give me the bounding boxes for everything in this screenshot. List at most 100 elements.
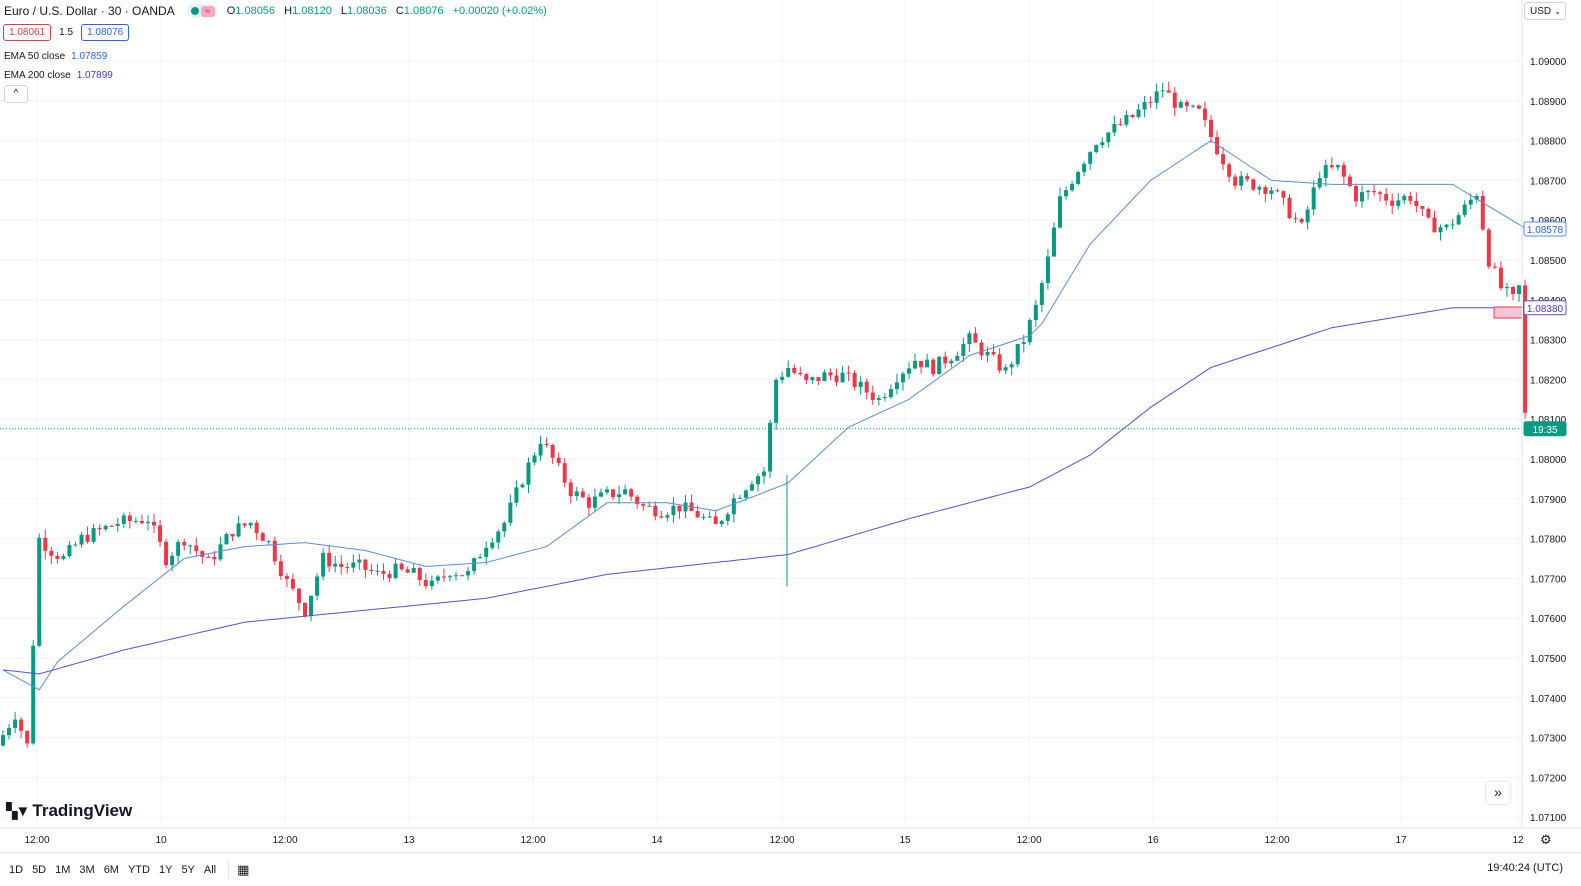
buy-button[interactable]: 1.08076 <box>81 24 130 41</box>
candle <box>1227 162 1232 183</box>
range-5d[interactable]: 5D <box>32 863 47 876</box>
candle-body <box>1058 196 1062 228</box>
candle-body <box>508 502 513 523</box>
symbol-title[interactable]: Euro / U.S. Dollar · 30 · OANDA <box>4 4 175 18</box>
candle <box>1051 222 1056 257</box>
x-tick-label: 14 <box>651 835 663 846</box>
candle <box>212 550 217 566</box>
range-3m[interactable]: 3M <box>79 863 95 876</box>
candle-body <box>786 368 791 377</box>
x-tick-label: 12 <box>1512 835 1524 846</box>
candle <box>248 522 253 529</box>
candle <box>1033 300 1038 328</box>
candle <box>1504 282 1509 297</box>
candle <box>792 364 797 375</box>
axis-settings-gear-icon[interactable]: ⚙ <box>1540 832 1552 847</box>
clock-utc[interactable]: 19:40:24 (UTC) <box>1487 862 1563 874</box>
candle-body <box>43 537 48 551</box>
candle-body <box>1142 102 1147 110</box>
candle <box>919 360 924 374</box>
candle <box>780 371 785 384</box>
candle <box>653 501 658 521</box>
indicator-ema200[interactable]: EMA 200 close 1.07899 <box>4 70 113 81</box>
candle <box>1039 280 1044 313</box>
candle <box>689 494 694 512</box>
candle <box>194 537 199 557</box>
candle <box>1142 95 1147 118</box>
range-all[interactable]: All <box>203 863 217 876</box>
candle-body <box>278 561 283 576</box>
candle-body <box>1299 219 1304 223</box>
candle-body <box>1517 285 1522 295</box>
range-6m[interactable]: 6M <box>103 863 119 876</box>
range-ytd[interactable]: YTD <box>127 863 150 876</box>
candle <box>798 366 803 376</box>
candle-body <box>719 520 724 525</box>
candle <box>1456 212 1461 225</box>
candle-body <box>1130 114 1135 117</box>
range-1m[interactable]: 1M <box>55 863 71 876</box>
y-tick-label: 1.07100 <box>1530 813 1567 824</box>
candle-body <box>484 547 489 558</box>
candle <box>363 558 368 579</box>
collapse-legend-button[interactable]: ^ <box>4 85 28 103</box>
candle <box>345 562 350 574</box>
candle-body <box>357 559 362 563</box>
candle-body <box>1118 123 1123 125</box>
range-1d[interactable]: 1D <box>9 863 24 876</box>
candle <box>979 339 984 360</box>
candle <box>85 526 90 544</box>
ema200-line <box>2 307 1526 675</box>
candle-body <box>804 374 809 381</box>
candle-body <box>907 368 911 374</box>
tradingview-logo[interactable]: ▚▼ TradingView <box>6 801 132 821</box>
sell-button[interactable]: 1.08061 <box>3 24 52 41</box>
indicator-ema50[interactable]: EMA 50 close 1.07859 <box>4 51 107 62</box>
candle-body <box>997 354 1002 371</box>
candle-body <box>1136 109 1141 117</box>
candle <box>460 574 465 577</box>
candle-body <box>103 525 108 530</box>
candle <box>272 536 277 565</box>
candle <box>333 555 338 573</box>
candle-body <box>653 505 658 517</box>
candle-body <box>381 570 386 574</box>
candle-body <box>502 522 507 532</box>
candle-body <box>979 342 984 356</box>
candle <box>1172 87 1177 117</box>
candle <box>1088 151 1093 170</box>
scroll-to-realtime-button[interactable]: » <box>1486 782 1510 804</box>
candle-body <box>230 533 235 537</box>
candle-body <box>743 490 748 498</box>
candle <box>121 512 126 528</box>
status-pill[interactable]: ≈ <box>186 4 217 18</box>
x-tick-label: 12:00 <box>24 835 49 846</box>
candle <box>224 532 229 545</box>
y-tick-label: 1.08300 <box>1530 336 1567 347</box>
candle-body <box>1444 224 1449 228</box>
candle-body <box>520 484 525 488</box>
range-5y[interactable]: 5Y <box>181 863 195 876</box>
candle-body <box>768 422 773 472</box>
ema200-axis-label-text: 1.08380 <box>1527 304 1564 315</box>
candle <box>133 517 138 524</box>
candle <box>1251 178 1256 192</box>
candle-body <box>1372 191 1377 193</box>
currency-selector[interactable]: USD ⌄ <box>1524 2 1566 20</box>
candle-body <box>707 516 712 518</box>
candle-body <box>1402 195 1407 201</box>
candle-body <box>1221 154 1226 165</box>
calendar-goto-icon[interactable]: ▦ <box>237 861 250 877</box>
candle <box>435 574 440 584</box>
candle <box>556 452 561 467</box>
candle <box>25 730 30 748</box>
candle-body <box>1450 224 1455 226</box>
range-1y[interactable]: 1Y <box>158 863 173 876</box>
candle <box>580 488 585 499</box>
candle <box>997 348 1002 374</box>
candle-body <box>1003 367 1008 371</box>
candle <box>888 384 893 400</box>
candle-body <box>1269 190 1274 194</box>
candle <box>490 537 495 551</box>
